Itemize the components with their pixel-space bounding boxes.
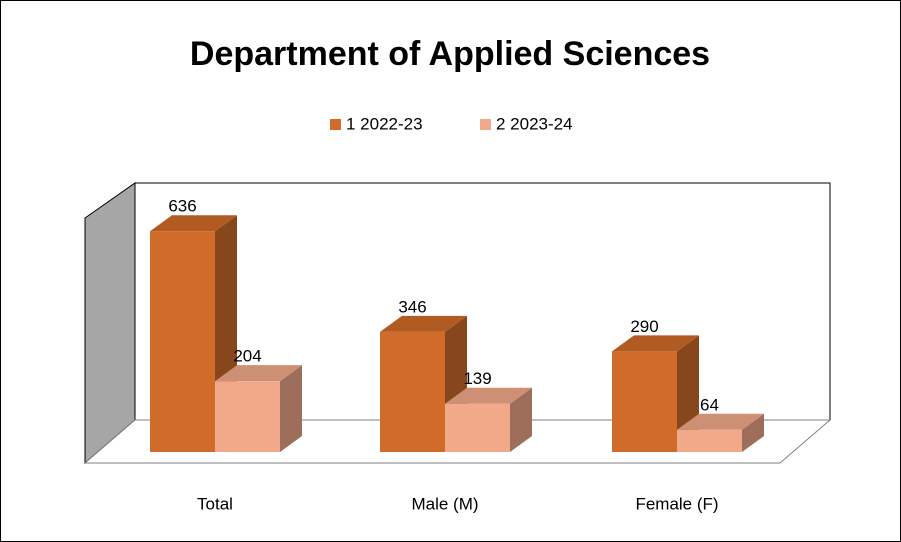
x-tick-label: Male (M) <box>411 494 478 513</box>
data-label: 139 <box>463 369 491 388</box>
bar-side <box>280 365 302 452</box>
data-label: 290 <box>630 317 658 336</box>
bar <box>380 331 445 452</box>
data-label: 204 <box>233 347 261 366</box>
bar-top <box>445 387 532 404</box>
bar <box>215 381 280 452</box>
x-tick-label: Total <box>197 494 233 513</box>
bar-side <box>510 387 532 452</box>
bar <box>612 351 677 452</box>
bar-top <box>612 335 699 352</box>
chart-title: Department of Applied Sciences <box>190 35 710 73</box>
bar-top <box>215 365 302 382</box>
data-label: 346 <box>398 297 426 316</box>
bar <box>150 231 215 452</box>
bar <box>445 403 510 452</box>
data-label: 636 <box>168 197 196 216</box>
bar-side <box>742 413 764 452</box>
legend-label: 2 2023-24 <box>496 114 573 133</box>
legend-swatch <box>330 119 341 130</box>
side-wall <box>84 182 136 465</box>
bar-top <box>380 315 467 332</box>
bar-top <box>150 215 237 232</box>
legend-swatch <box>480 119 491 130</box>
bar-top <box>677 413 764 430</box>
bar <box>677 429 742 452</box>
x-tick-label: Female (F) <box>635 494 718 513</box>
legend-label: 1 2022-23 <box>346 114 423 133</box>
data-label: 64 <box>700 395 719 414</box>
